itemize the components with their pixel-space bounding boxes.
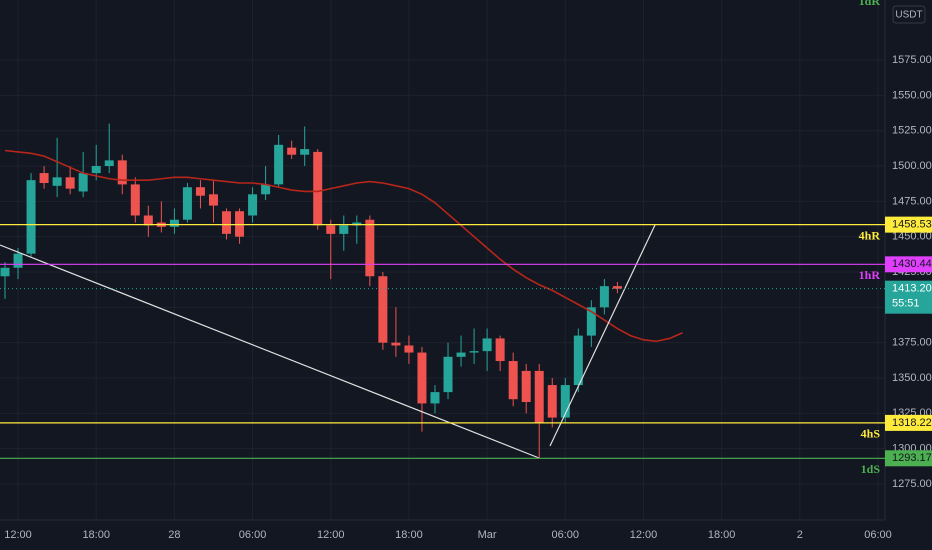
candle-body: [261, 184, 271, 195]
level-name: 1hR: [859, 268, 881, 282]
level-label-box: [885, 414, 932, 431]
candle-body: [612, 286, 622, 289]
x-tick-label: 12:00: [630, 529, 658, 541]
candle-body: [326, 225, 336, 234]
candle-body: [560, 385, 570, 418]
level-label-box: [885, 450, 932, 467]
candle-body: [182, 187, 192, 220]
level-label: 1293.17: [892, 452, 932, 464]
last-price-box: [885, 280, 932, 314]
y-tick-label: 1550.00: [892, 89, 932, 101]
candle-body: [222, 211, 232, 234]
level-name: 4hS: [861, 427, 881, 441]
candle-body: [52, 177, 62, 186]
candle-body: [39, 173, 49, 183]
candle-body: [300, 149, 310, 155]
candle-body: [469, 351, 479, 353]
candle-body: [391, 342, 401, 346]
candle-body: [130, 184, 140, 216]
x-tick-label: 12:00: [317, 529, 345, 541]
level-label-box: [885, 256, 932, 273]
y-tick-label: 1350.00: [892, 372, 932, 384]
x-tick-label: 12:00: [4, 529, 32, 541]
candle-body: [248, 194, 258, 216]
y-tick-label: 1375.00: [892, 337, 932, 349]
candle-body: [404, 345, 414, 353]
x-tick-label: 28: [168, 529, 180, 541]
level-name: 1dS: [861, 462, 881, 476]
x-tick-label: Mar: [478, 529, 497, 541]
last-price-label: 1413.20: [892, 283, 932, 295]
marks: [0, 123, 683, 459]
candle-body: [0, 267, 10, 277]
candle-body: [443, 356, 453, 393]
y-tick-label: 1500.00: [892, 160, 932, 172]
level-label-box: [885, 216, 932, 233]
y-tick-label: 1475.00: [892, 195, 932, 207]
currency-box[interactable]: [892, 5, 926, 24]
candle-body: [430, 392, 440, 404]
candle-body: [91, 166, 101, 174]
candle-body: [339, 225, 349, 234]
candle-body: [169, 219, 179, 227]
x-tick-label: 2: [797, 529, 803, 541]
candle-body: [65, 177, 75, 189]
candle-body: [573, 335, 583, 386]
candle-body: [521, 370, 531, 403]
y-tick-label: 1275.00: [892, 478, 932, 490]
offscreen-level-name: 1dR: [859, 0, 881, 8]
candle-body: [13, 253, 23, 268]
candle-body: [495, 338, 505, 362]
candle-body: [599, 286, 609, 308]
candle-body: [482, 338, 492, 352]
candle-body: [313, 151, 323, 226]
level-name: 4hR: [859, 228, 881, 242]
x-tick-label: 18:00: [708, 529, 736, 541]
x-tick-label: 18:00: [82, 529, 110, 541]
level-label: 1318.22: [892, 417, 932, 429]
candle-body: [274, 144, 284, 185]
candle-body: [508, 361, 518, 400]
y-tick-label: 1450.00: [892, 231, 932, 243]
x-tick-label: 18:00: [395, 529, 423, 541]
candle-body: [534, 370, 544, 424]
x-tick-label: 06:00: [239, 529, 267, 541]
candle-body: [365, 219, 375, 277]
y-tick-label: 1575.00: [892, 54, 932, 66]
candle-body: [287, 147, 297, 155]
candle-body: [104, 160, 114, 167]
level-label: 1458.53: [892, 219, 932, 231]
moving-average: [4, 149, 683, 343]
candle-body: [352, 222, 362, 226]
candle-body: [456, 352, 466, 357]
y-tick-label: 1525.00: [892, 125, 932, 137]
trendline: [549, 224, 656, 447]
candle-body: [143, 215, 153, 226]
candle-body: [586, 307, 596, 336]
overlays: 4hR 1458.53 1hR 1430.44 4hS 1318.22 1dS 1293.17…: [0, 0, 932, 476]
currency: USDT: [895, 10, 922, 21]
candle-body: [208, 194, 218, 206]
x-tick-label: 06:00: [552, 529, 580, 541]
candle-body: [117, 160, 127, 185]
candle-body: [235, 211, 245, 237]
candle-body: [417, 352, 427, 404]
candle-body: [78, 173, 88, 192]
countdown: 55:51: [892, 298, 920, 310]
candle-body: [378, 276, 388, 343]
candle-body: [195, 187, 205, 196]
x-tick-label: 06:00: [864, 529, 892, 541]
level-label: 1430.44: [892, 258, 932, 270]
candle-body: [547, 385, 557, 418]
candle-body: [26, 180, 36, 254]
